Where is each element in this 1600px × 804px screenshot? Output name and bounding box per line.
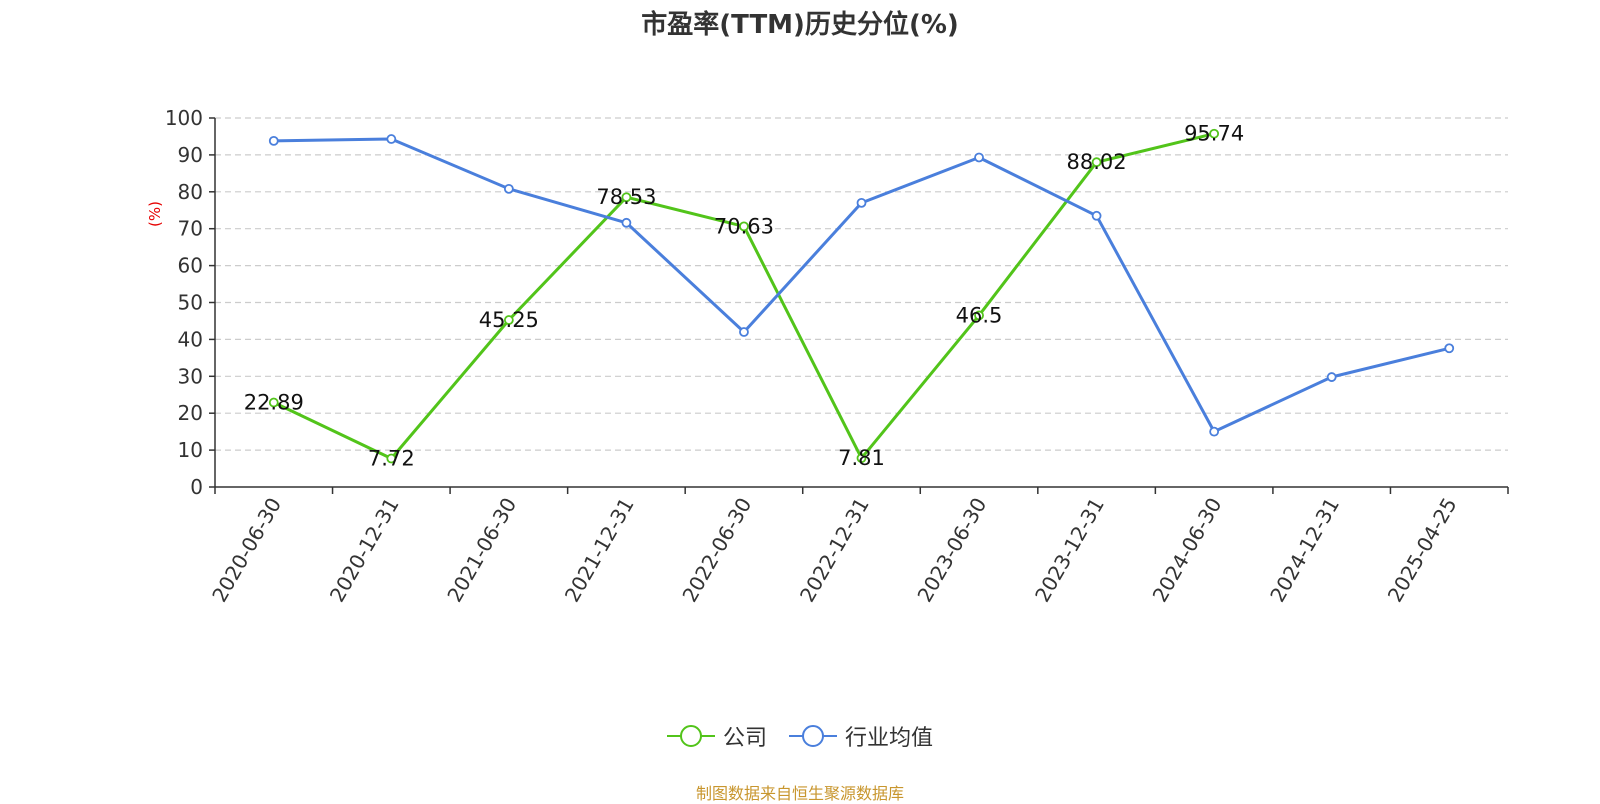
data-point-1 bbox=[974, 152, 984, 163]
data-point-0 bbox=[1091, 157, 1102, 168]
data-point-0 bbox=[503, 315, 514, 325]
data-point-1 bbox=[739, 327, 749, 337]
data-label-0: 95.74 bbox=[1184, 122, 1244, 146]
source-note: 制图数据来自恒生聚源数据库 bbox=[695, 784, 904, 803]
data-point-1 bbox=[1091, 210, 1102, 221]
y-tick-label: 0 bbox=[190, 475, 203, 499]
data-label-0: 7.81 bbox=[838, 446, 885, 470]
y-axis-label: (%) bbox=[146, 201, 164, 227]
data-label-0: 22.89 bbox=[244, 391, 304, 415]
data-point-0 bbox=[1209, 128, 1220, 139]
legend-label-industry: 行业均值 bbox=[845, 726, 934, 751]
label-layer: 22.89 7.72 45.25 78.53 70.63 7.81 46.5 88.02 95.… bbox=[244, 122, 1244, 471]
data-point-0 bbox=[974, 310, 984, 321]
legend: 公司 行业均值 bbox=[0, 720, 1600, 752]
x-tick-label: 2022-06-30 bbox=[677, 494, 756, 607]
data-point-0 bbox=[386, 453, 397, 464]
data-point-1 bbox=[1326, 372, 1337, 382]
y-tick-label: 100 bbox=[165, 106, 203, 130]
y-tick-label: 30 bbox=[178, 364, 203, 388]
x-tick-label: 2020-06-30 bbox=[207, 494, 286, 607]
y-tick-label: 60 bbox=[178, 254, 203, 278]
data-label-0: 46.5 bbox=[956, 303, 1003, 327]
y-tick-label: 40 bbox=[178, 327, 203, 351]
x-tick-label: 2021-12-31 bbox=[560, 494, 639, 607]
data-point-1 bbox=[621, 217, 632, 228]
x-tick-label: 2025-04-25 bbox=[1383, 494, 1462, 607]
y-tick-label: 90 bbox=[178, 143, 203, 167]
x-tick-label: 2023-12-31 bbox=[1030, 494, 1109, 607]
y-tick-label: 10 bbox=[178, 438, 203, 462]
series-line-0 bbox=[273, 132, 1215, 460]
legend-swatch-industry bbox=[789, 725, 837, 747]
legend-item-industry[interactable]: 行业均值 bbox=[789, 720, 933, 752]
x-tick-label: 2020-12-31 bbox=[325, 494, 404, 607]
y-tick-label: 80 bbox=[178, 180, 203, 204]
chart-title: 市盈率(TTM)历史分位(%) bbox=[641, 10, 959, 40]
data-label-0: 45.25 bbox=[479, 308, 539, 332]
legend-item-company[interactable]: 公司 bbox=[666, 720, 767, 752]
data-label-0: 70.63 bbox=[714, 214, 774, 238]
data-point-1 bbox=[386, 134, 397, 144]
data-point-0 bbox=[268, 397, 279, 408]
x-tick-label: 2023-06-30 bbox=[912, 494, 991, 607]
y-tick-label: 20 bbox=[178, 401, 203, 425]
legend-swatch-company bbox=[666, 725, 715, 747]
data-label-0: 78.53 bbox=[596, 185, 656, 209]
data-point-0 bbox=[856, 453, 867, 464]
legend-label-company: 公司 bbox=[722, 726, 767, 751]
axis-layer: 0 10 20 30 40 50 60 70 80 90 100 (%) 2020-06-30 2020-… bbox=[146, 106, 1509, 607]
data-point-1 bbox=[503, 183, 514, 194]
data-point-1 bbox=[1444, 343, 1455, 354]
data-label-0: 7.72 bbox=[368, 447, 415, 471]
x-tick-label: 2021-06-30 bbox=[442, 494, 521, 607]
series-layer bbox=[268, 128, 1455, 464]
data-point-1 bbox=[1209, 426, 1220, 437]
data-label-0: 88.02 bbox=[1067, 150, 1127, 174]
data-point-0 bbox=[621, 192, 632, 203]
y-tick-label: 70 bbox=[178, 217, 203, 241]
data-point-1 bbox=[268, 135, 279, 146]
data-point-0 bbox=[739, 221, 749, 232]
data-point-1 bbox=[856, 197, 867, 208]
y-tick-label: 50 bbox=[178, 291, 203, 315]
grid-layer bbox=[215, 117, 1508, 451]
x-tick-label: 2024-06-30 bbox=[1148, 494, 1227, 607]
x-tick-label: 2024-12-31 bbox=[1265, 494, 1344, 607]
x-tick-label: 2022-12-31 bbox=[795, 494, 874, 607]
